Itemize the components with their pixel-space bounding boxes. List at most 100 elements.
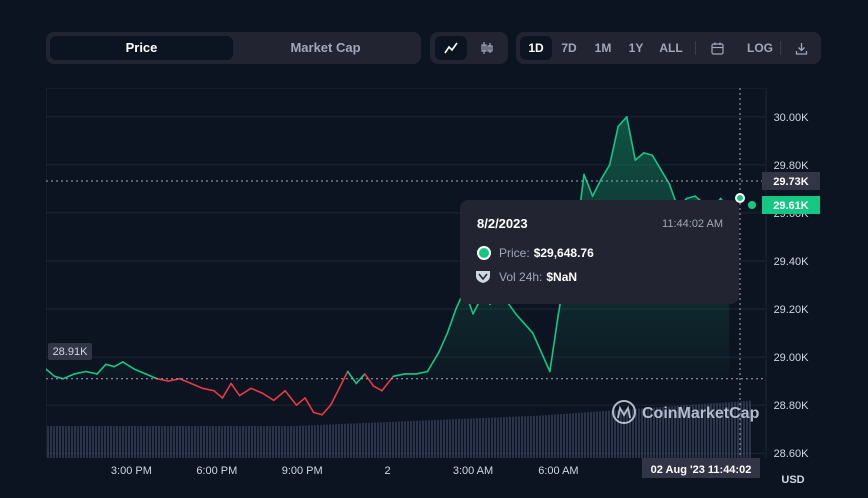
volume-bar (128, 426, 130, 458)
calendar-icon[interactable] (702, 36, 732, 60)
volume-bar (407, 421, 409, 458)
line-chart-icon[interactable] (435, 36, 467, 60)
volume-bar (314, 425, 316, 458)
price-chart[interactable]: 30.00K29.80K29.60K29.40K29.20K29.00K28.8… (45, 87, 821, 488)
volume-bar (290, 426, 292, 458)
volume-bar (527, 416, 529, 458)
volume-bar (191, 426, 193, 458)
volume-bar (413, 420, 415, 458)
volume-bar (119, 426, 121, 458)
price-line-segment (329, 387, 341, 406)
volume-bar (695, 404, 697, 458)
volume-bar (731, 401, 733, 458)
market-cap-tab[interactable]: Market Cap (290, 40, 361, 55)
volume-bar (341, 423, 343, 458)
volume-bar (401, 421, 403, 458)
volume-bar (614, 410, 616, 458)
log-toggle[interactable]: LOG (747, 41, 773, 55)
volume-bar (458, 418, 460, 458)
volume-bar (98, 426, 100, 458)
volume-bar (395, 421, 397, 458)
volume-bar (551, 414, 553, 458)
view-toggle: Price Market Cap (46, 32, 421, 64)
range-1m[interactable]: 1M (594, 41, 612, 55)
volume-bar (575, 413, 577, 458)
volume-bar (293, 426, 295, 458)
volume-bar (689, 404, 691, 458)
volume-bar (323, 424, 325, 458)
volume-bar (707, 403, 709, 458)
volume-bar (170, 426, 172, 458)
crosshair-price-text: 29.73K (773, 176, 809, 188)
price-line-segment (295, 397, 306, 406)
tooltip-time: 11:44:02 AM (662, 218, 723, 230)
download-icon[interactable] (786, 36, 816, 60)
price-line-segment (446, 308, 457, 334)
volume-bar (479, 418, 481, 458)
divider (695, 41, 696, 55)
x-tick-label: 6:00 AM (538, 465, 578, 477)
volume-bar (308, 425, 310, 458)
volume-bar (521, 416, 523, 458)
price-line-segment (96, 363, 107, 375)
volume-bar (398, 421, 400, 458)
price-line-segment (85, 370, 99, 375)
candlestick-icon[interactable] (471, 36, 503, 60)
volume-bar (728, 402, 730, 458)
range-selector: 1D 7D 1M 1Y ALL LOG (516, 32, 821, 64)
range-all[interactable]: ALL (659, 41, 683, 55)
volume-bar (209, 426, 211, 458)
volume-bar (467, 418, 469, 458)
volume-bar (506, 416, 508, 458)
volume-bar (620, 409, 622, 458)
volume-bar (71, 426, 73, 458)
volume-bar (590, 411, 592, 458)
volume-bar (623, 409, 625, 458)
volume-bar (632, 408, 634, 458)
chart-style-toggle (430, 32, 508, 64)
volume-bar (221, 426, 223, 458)
volume-bar (647, 407, 649, 458)
volume-shield-icon (475, 270, 491, 284)
volume-bar (725, 402, 727, 458)
volume-bar (509, 416, 511, 458)
volume-bar (185, 426, 187, 458)
volume-bar (359, 423, 361, 458)
price-line-segment (426, 351, 440, 373)
volume-bar (80, 426, 82, 458)
y-axis: 30.00K29.80K29.60K29.40K29.20K29.00K28.8… (774, 112, 810, 460)
volume-bar (710, 403, 712, 458)
price-tab[interactable]: Price (50, 36, 233, 60)
range-7d[interactable]: 7D (561, 41, 577, 55)
volume-bar (224, 426, 226, 458)
open-price-label: 28.91K (48, 343, 92, 360)
volume-bar (149, 426, 151, 458)
price-line-segment (415, 370, 429, 375)
volume-bar (740, 401, 742, 458)
tooltip-price-value: $29,648.76 (533, 246, 594, 260)
range-1y[interactable]: 1Y (628, 41, 644, 55)
volume-bar (320, 424, 322, 458)
volume-bar (107, 426, 109, 458)
range-1d[interactable]: 1D (520, 36, 552, 60)
volume-bar (50, 426, 52, 458)
price-line-segment (133, 368, 147, 375)
volume-bar (446, 419, 448, 458)
price-line-segment (104, 363, 116, 368)
price-line-segment (221, 382, 232, 399)
price-line-segment (261, 392, 275, 402)
volume-bar (494, 417, 496, 458)
volume-bar (392, 421, 394, 458)
watermark-text: CoinMarketCap (642, 405, 760, 422)
volume-bar (305, 425, 307, 458)
x-tick-label: 3:00 AM (453, 465, 493, 477)
volume-bar (422, 420, 424, 458)
y-tick-label: 29.80K (774, 160, 810, 172)
price-line-segment (321, 404, 332, 416)
current-price-text: 29.61K (773, 200, 809, 212)
volume-bar (566, 413, 568, 458)
volume-bar (536, 415, 538, 458)
volume-bar (665, 406, 667, 458)
x-tick-label: 2 (385, 465, 391, 477)
volume-bar (662, 406, 664, 458)
